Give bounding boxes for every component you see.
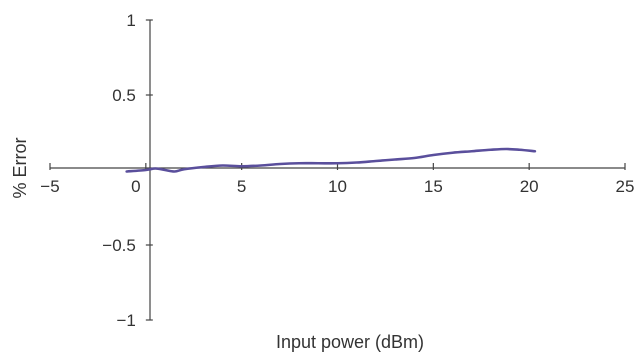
y-tick-label: −0.5 bbox=[102, 236, 136, 255]
tick-labels: −5 0 5 10 15 20 25 −1 −0.5 0.5 1 bbox=[40, 11, 634, 330]
y-tick-label: 0.5 bbox=[112, 86, 136, 105]
x-tick-label: 25 bbox=[616, 177, 635, 196]
y-tick-label: −1 bbox=[116, 311, 135, 330]
x-tick-label: 15 bbox=[424, 177, 443, 196]
y-axis-title: % Error bbox=[10, 137, 30, 198]
x-tick-label: 0 bbox=[131, 177, 140, 196]
x-tick-label: −5 bbox=[40, 177, 59, 196]
x-axis-title: Input power (dBm) bbox=[276, 332, 424, 352]
x-tick-label: 10 bbox=[328, 177, 347, 196]
series-layer bbox=[125, 147, 537, 173]
y-tick-label: 1 bbox=[126, 11, 135, 30]
x-tick-label: 20 bbox=[520, 177, 539, 196]
x-tick-label: 5 bbox=[237, 177, 246, 196]
series-line bbox=[125, 147, 537, 173]
